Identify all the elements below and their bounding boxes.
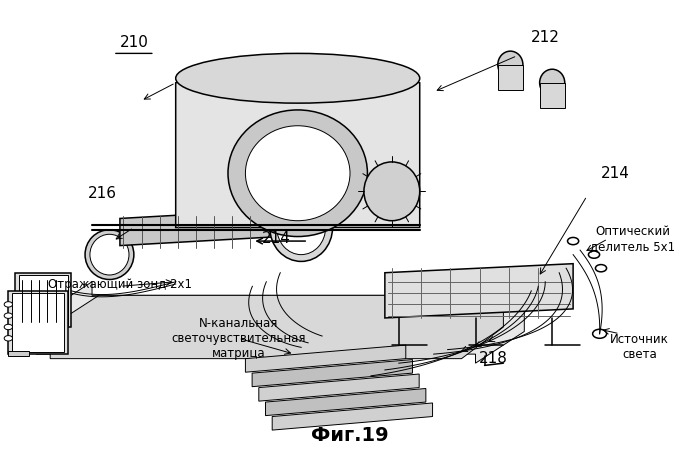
Text: Отражающий зонд 2х1: Отражающий зонд 2х1	[48, 278, 192, 291]
Ellipse shape	[228, 110, 368, 237]
Circle shape	[589, 251, 600, 258]
Circle shape	[4, 336, 13, 341]
Circle shape	[568, 238, 579, 245]
Polygon shape	[176, 56, 420, 228]
Ellipse shape	[498, 51, 523, 78]
Ellipse shape	[540, 69, 565, 96]
Circle shape	[596, 264, 607, 272]
Ellipse shape	[276, 200, 326, 255]
Circle shape	[4, 302, 13, 307]
Polygon shape	[272, 403, 433, 430]
Polygon shape	[265, 389, 426, 415]
Polygon shape	[36, 282, 524, 363]
Text: 212: 212	[531, 30, 560, 45]
FancyBboxPatch shape	[19, 275, 68, 325]
FancyBboxPatch shape	[12, 293, 64, 352]
Polygon shape	[259, 374, 419, 401]
Ellipse shape	[85, 230, 134, 279]
Polygon shape	[50, 295, 503, 359]
Text: 218: 218	[479, 351, 507, 366]
Ellipse shape	[270, 193, 332, 262]
Text: N-канальная
светочувствительная
матрица: N-канальная светочувствительная матрица	[172, 317, 306, 360]
Text: 210: 210	[120, 35, 148, 50]
Text: Оптический
делитель 5х1: Оптический делитель 5х1	[590, 225, 675, 253]
FancyBboxPatch shape	[15, 273, 71, 327]
Text: Источник
света: Источник света	[610, 334, 668, 361]
Polygon shape	[120, 209, 280, 246]
FancyBboxPatch shape	[8, 291, 68, 354]
Circle shape	[4, 313, 13, 318]
Circle shape	[593, 329, 607, 339]
FancyBboxPatch shape	[540, 83, 565, 108]
Ellipse shape	[246, 126, 350, 221]
Polygon shape	[385, 264, 573, 318]
Text: 216: 216	[88, 186, 117, 201]
Text: 214: 214	[601, 166, 629, 181]
Ellipse shape	[176, 53, 420, 103]
Circle shape	[4, 324, 13, 330]
FancyBboxPatch shape	[498, 65, 523, 90]
Text: Фиг.19: Фиг.19	[312, 426, 388, 445]
Text: 214: 214	[262, 231, 291, 246]
Ellipse shape	[90, 234, 129, 275]
Polygon shape	[252, 359, 412, 387]
Polygon shape	[246, 345, 406, 372]
Ellipse shape	[364, 162, 420, 221]
FancyBboxPatch shape	[8, 351, 29, 356]
